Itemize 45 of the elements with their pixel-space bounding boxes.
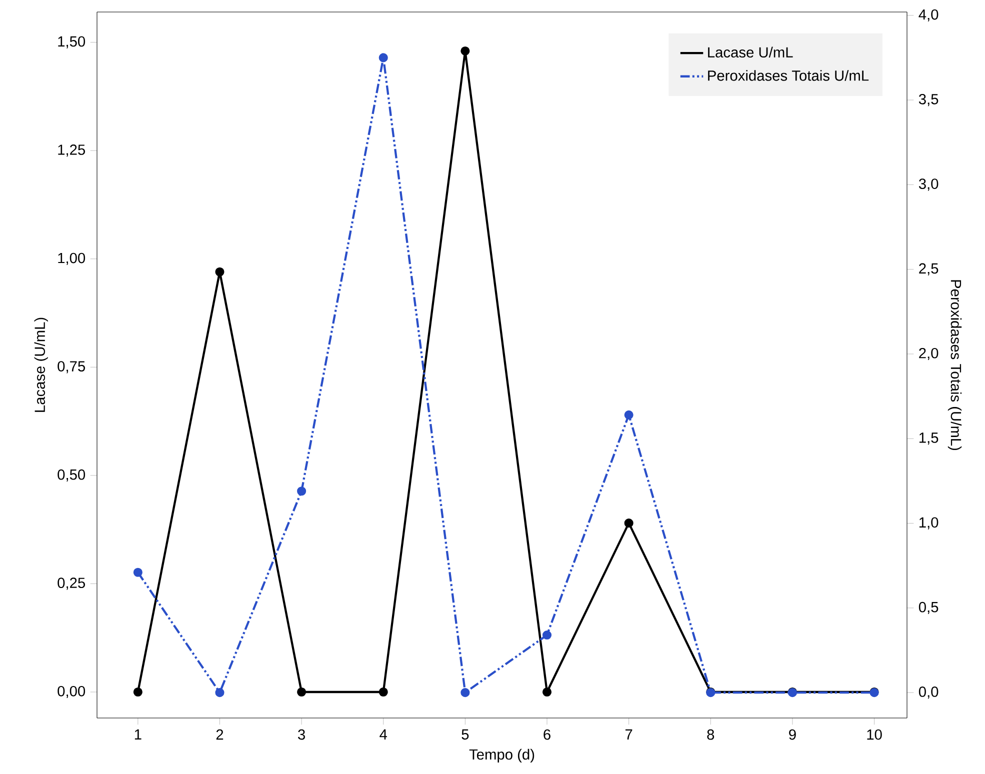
y-tick-label: 1,00 [58,252,86,265]
point [624,518,634,528]
x-tick-label: 1 [134,729,142,740]
y-tick-label: 1,50 [58,36,86,48]
point [133,687,142,697]
legend-label: Lacase U/mL [708,46,793,58]
y-tick-label: 0,00 [58,686,86,698]
y2-tick-label: 3,0 [918,178,938,191]
point [297,687,306,697]
point [215,267,224,276]
x-tick-label: 9 [789,729,796,740]
x-tick-label: 10 [867,729,882,740]
y2-tick-label: 1,0 [919,517,938,530]
y2-tick-label: 2,5 [919,263,938,276]
y-tick-label: 0,50 [58,469,86,482]
point [378,687,388,697]
point [215,688,224,698]
y2-tick-label: 0,5 [918,602,938,614]
y2-tick-label: 4,0 [918,9,938,22]
x-tick-label: 5 [462,729,469,740]
y-tick-label: 0,75 [58,361,85,374]
x-tick-label: 2 [216,729,224,740]
x-tick-label: 4 [380,729,388,740]
point [624,410,634,420]
point [542,687,552,697]
y-axis-title: Lacase (U/mL) [34,318,48,412]
y2-tick-label: 0,0 [918,686,938,699]
y2-tick-label: 2,0 [919,348,938,360]
point [133,568,142,577]
point [542,630,552,640]
legend-label: Peroxidases Totais U/mL [708,70,869,81]
y-tick-label: 1,25 [58,144,85,157]
y2-axis-title: Peroxidases Totais (U/mL) [948,280,962,450]
x-tick-label: 7 [625,729,632,740]
point [378,53,388,62]
x-tick-label: 6 [544,729,550,740]
y2-tick-label: 1,5 [919,432,938,445]
x-tick-label: 8 [707,729,714,740]
point [460,46,470,56]
point [297,486,306,496]
x-tick-label: 3 [298,729,305,740]
x-axis-title: Tempo (d) [469,748,534,763]
y2-tick-label: 3,5 [918,94,938,106]
point [460,688,470,698]
y-tick-label: 0,25 [58,578,85,590]
